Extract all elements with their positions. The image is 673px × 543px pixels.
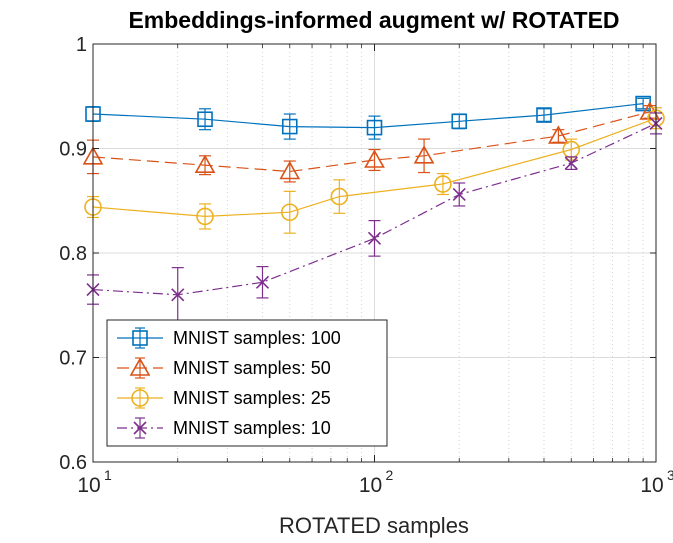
data-point: [279, 160, 301, 180]
legend-box: [106, 319, 388, 447]
data-point: [280, 203, 299, 222]
series-2: [82, 101, 661, 183]
legend-entry-1: MNIST samples: 100: [117, 327, 341, 349]
y-tick-label: 0.6: [59, 452, 87, 474]
legend-marker: [133, 421, 147, 435]
x-tick-label: 10: [77, 474, 100, 497]
x-tick-label-exponent: 2: [386, 467, 394, 483]
legend-marker: [129, 357, 151, 376]
x-axis-label: ROTATED samples: [279, 513, 469, 538]
data-point: [196, 207, 214, 226]
x-tick-label-exponent: 3: [667, 467, 673, 483]
data-point: [452, 187, 466, 202]
legend-label: MNIST samples: 50: [173, 358, 331, 378]
x-tick-label: 10: [640, 474, 663, 497]
data-point: [564, 156, 578, 170]
data-point: [330, 187, 349, 206]
data-point: [536, 107, 552, 123]
y-tick-label: 0.9: [59, 139, 87, 161]
chart-title: Embeddings-informed augment w/ ROTATED: [128, 7, 619, 33]
legend-entry-2: MNIST samples: 50: [117, 357, 331, 379]
data-point: [281, 118, 298, 135]
data-point: [413, 145, 435, 164]
data-point: [171, 288, 185, 302]
series-group: [82, 95, 665, 323]
y-tick-label: 0.7: [59, 348, 87, 370]
data-point: [364, 149, 385, 168]
legend-label: MNIST samples: 25: [173, 388, 331, 408]
data-point: [548, 125, 569, 144]
x-tick-label: 10: [359, 474, 382, 497]
y-tick-label: 0.8: [59, 243, 87, 265]
legend-label: MNIST samples: 100: [173, 328, 341, 348]
data-point: [451, 113, 468, 130]
legend[interactable]: MNIST samples: 100 MNIST samples: 50 MNIST…: [106, 319, 388, 447]
data-point: [434, 175, 452, 193]
data-point: [255, 275, 270, 289]
legend-marker: [131, 389, 149, 407]
data-point: [194, 154, 216, 174]
legend-entry-4: MNIST samples: 10: [117, 417, 331, 439]
x-tick-label-exponent: 1: [104, 467, 112, 483]
legend-entry-3: MNIST samples: 25: [117, 387, 331, 409]
legend-marker: [132, 330, 148, 346]
data-point: [367, 231, 382, 245]
data-point: [197, 111, 213, 128]
y-tick-label: 1: [76, 34, 87, 56]
data-point: [366, 119, 383, 136]
legend-label: MNIST samples: 10: [173, 418, 331, 438]
